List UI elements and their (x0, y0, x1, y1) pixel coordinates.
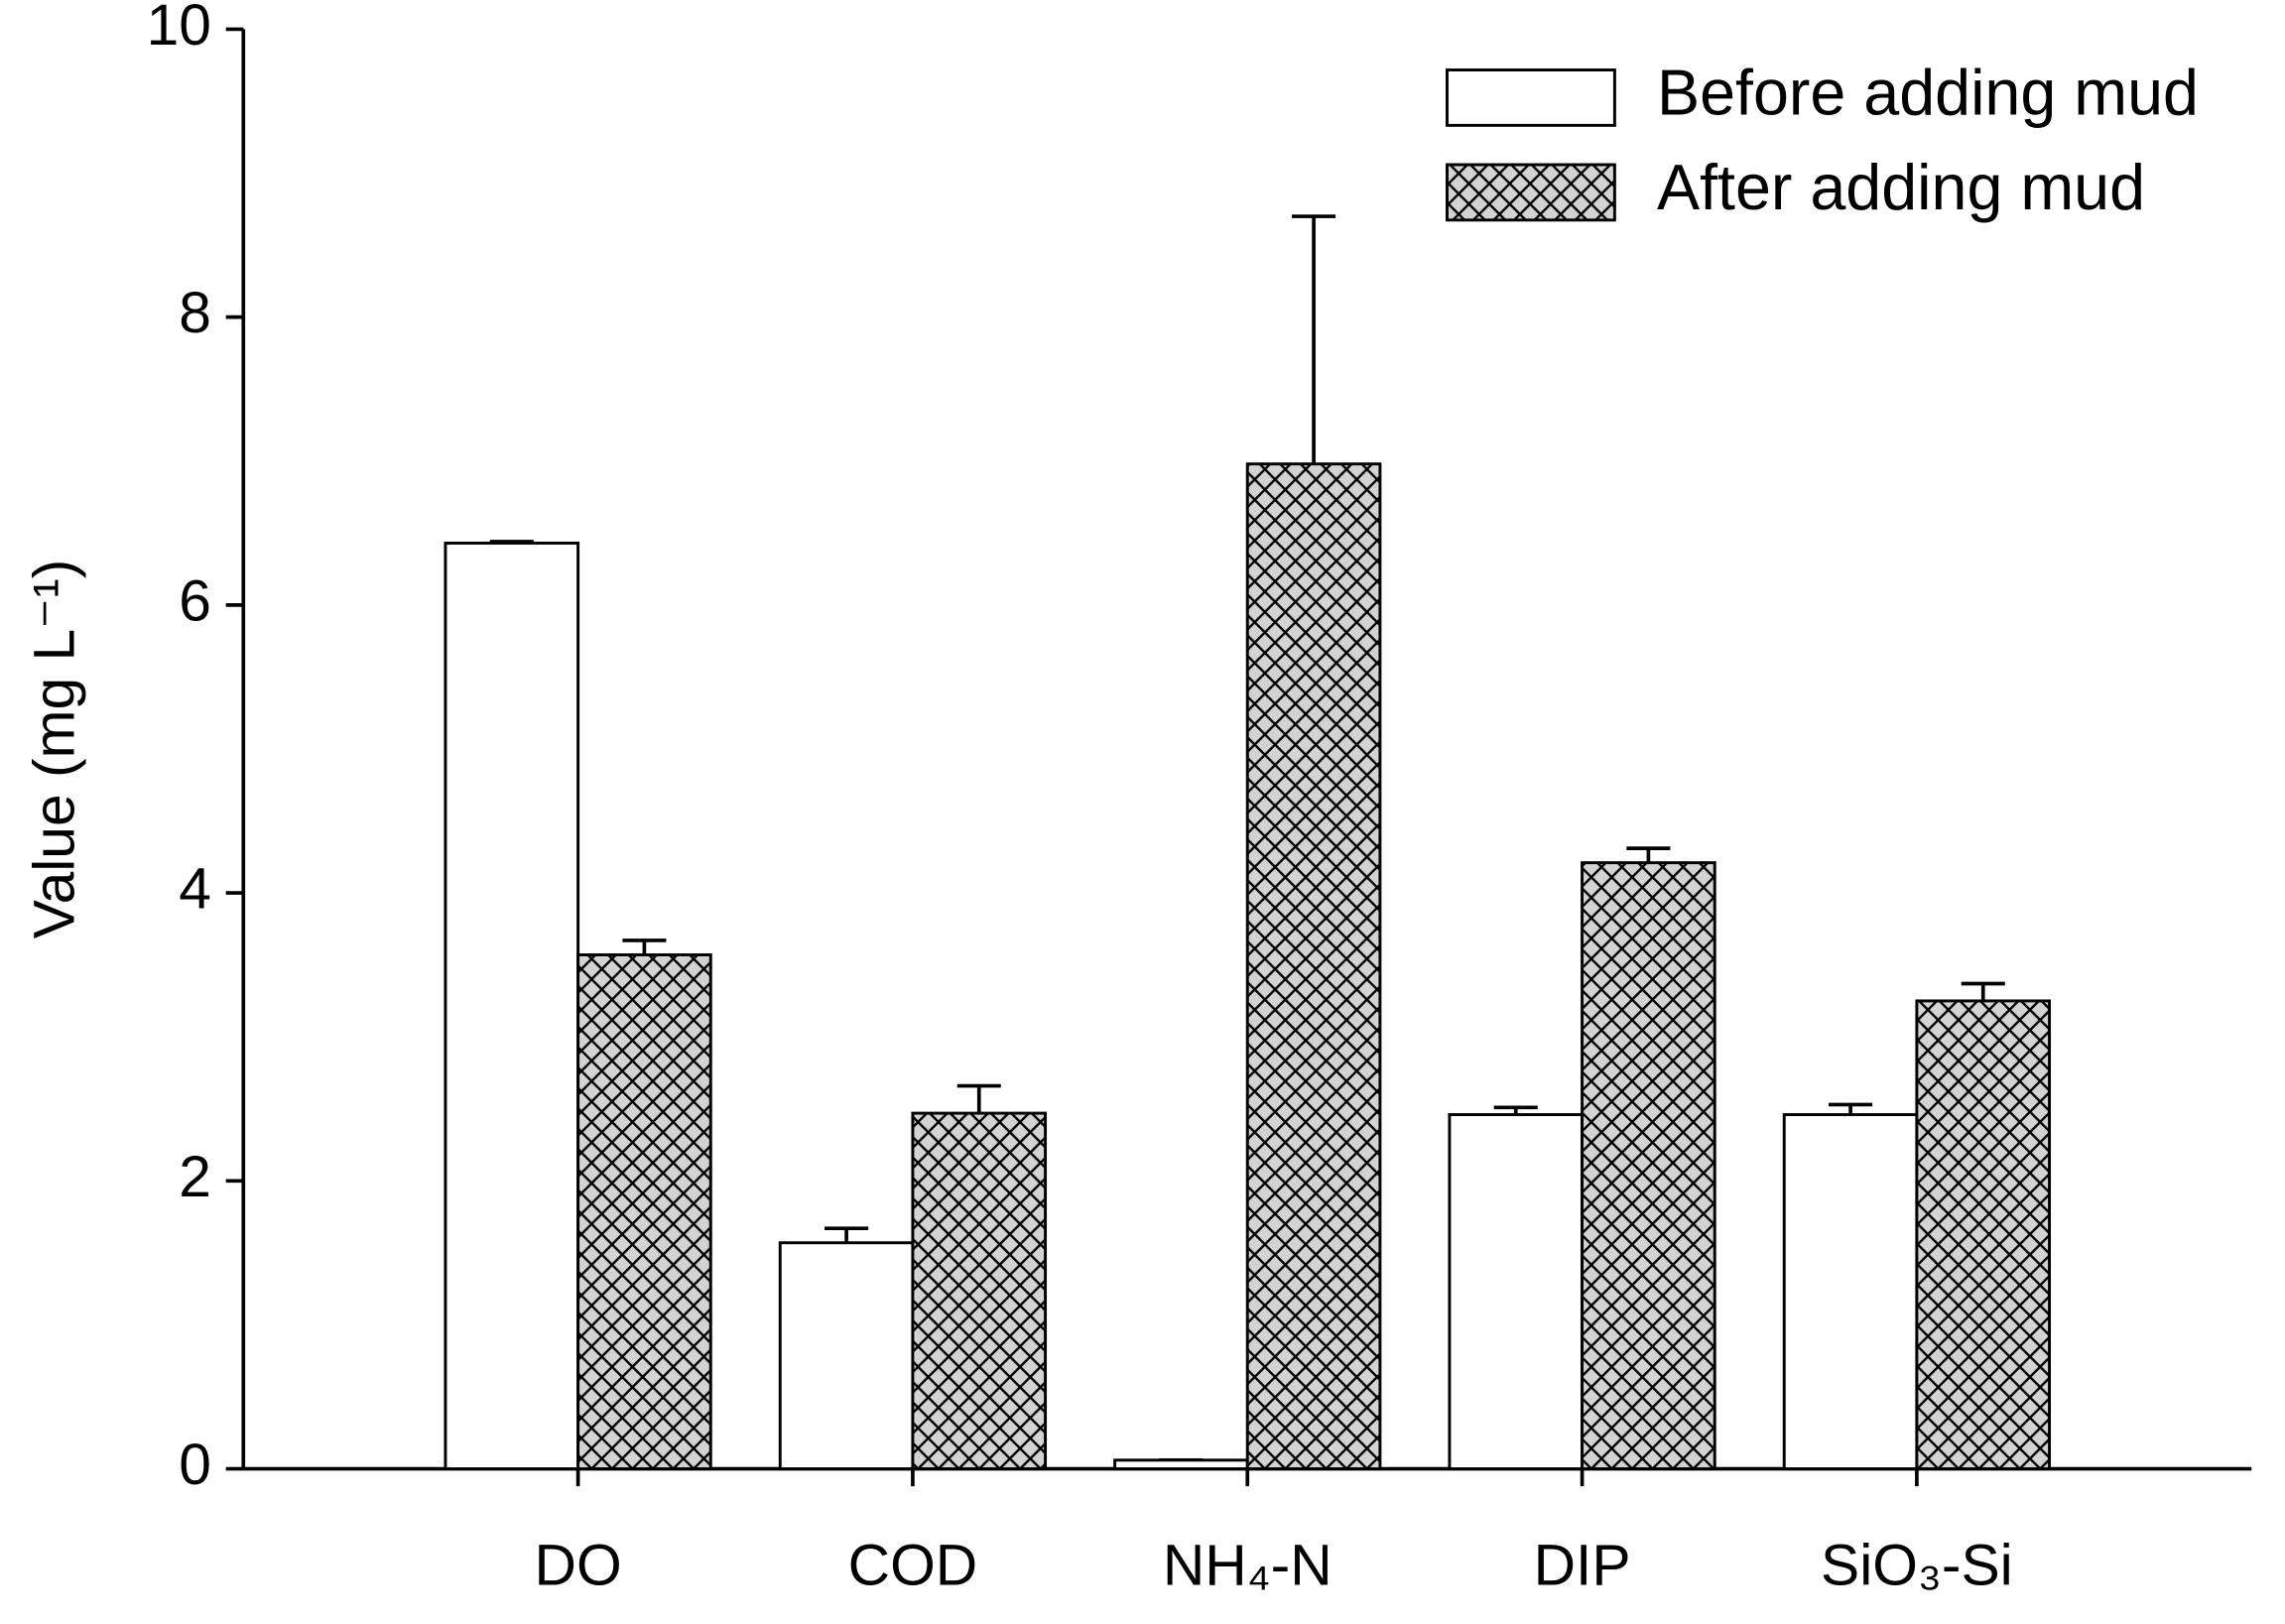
y-tick-label: 6 (179, 568, 211, 633)
bar (444, 541, 580, 1471)
bar (1782, 1113, 1919, 1471)
bar (778, 1241, 915, 1471)
x-tick-label: DIP (1534, 1533, 1631, 1597)
bar (1245, 462, 1382, 1471)
legend-swatch (1446, 163, 1616, 222)
bar (911, 1111, 1048, 1471)
legend-label: After adding mud (1657, 152, 2145, 223)
bar (1915, 999, 2052, 1471)
y-tick-label: 10 (147, 0, 211, 58)
bar (576, 953, 712, 1471)
y-tick-label: 0 (179, 1433, 211, 1497)
x-tick-label: NH₄-N (1163, 1533, 1333, 1597)
y-axis-title: Value (mg L⁻¹) (22, 560, 86, 939)
bar (1448, 1113, 1585, 1471)
x-tick-label: COD (848, 1533, 978, 1597)
y-tick-label: 4 (179, 857, 211, 922)
legend-swatch (1446, 68, 1616, 127)
legend-label: Before adding mud (1657, 58, 2199, 129)
y-tick-label: 8 (179, 281, 211, 345)
x-tick-label: DO (535, 1533, 622, 1597)
y-tick-label: 2 (179, 1145, 211, 1209)
x-tick-label: SiO₃-Si (1821, 1533, 2013, 1597)
bar (1581, 861, 1716, 1471)
bar (1113, 1458, 1249, 1471)
